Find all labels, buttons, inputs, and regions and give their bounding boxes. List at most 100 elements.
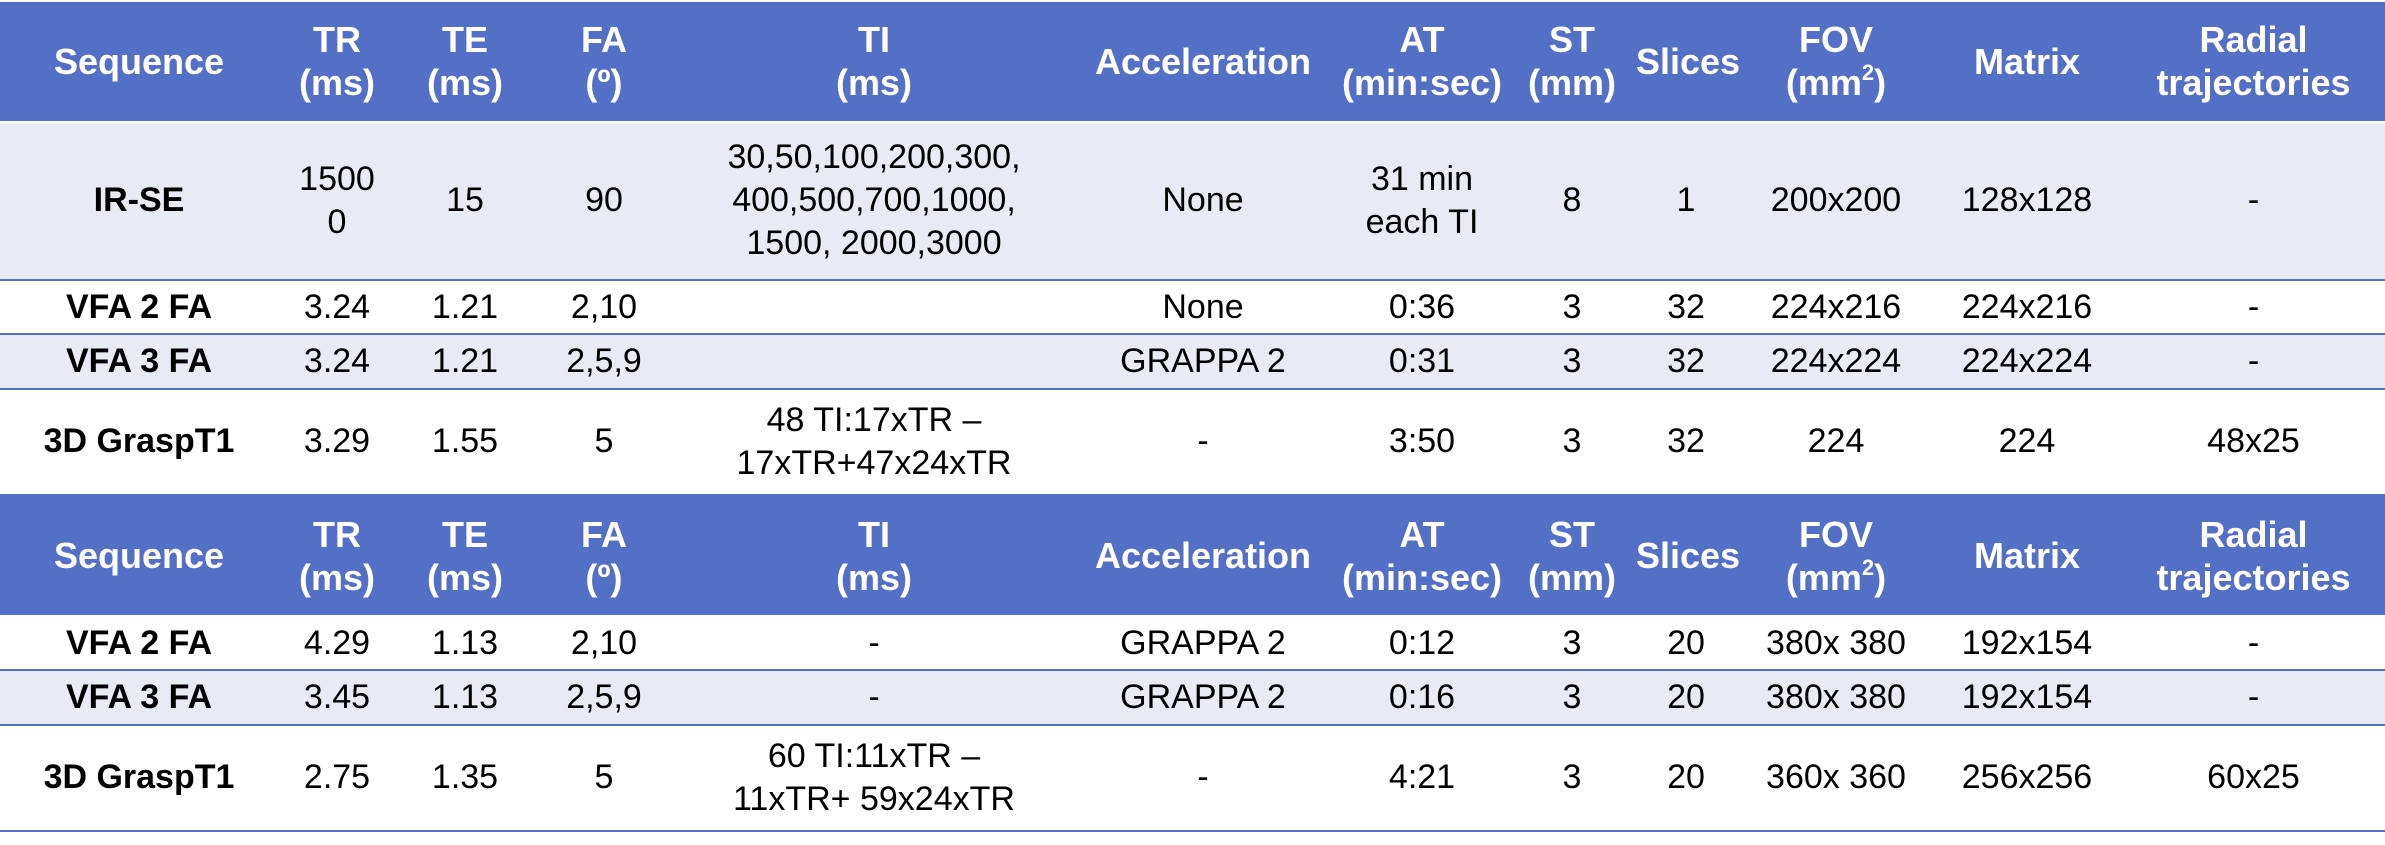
cell-text: 3	[1562, 758, 1582, 797]
cell-matrix: 192x154	[1932, 669, 2122, 726]
cell-sequence: IR-SE	[0, 120, 278, 282]
cell-sequence: VFA 2 FA	[0, 279, 278, 336]
cell-text: 3	[1562, 623, 1582, 662]
cell-ti	[674, 333, 1074, 390]
cell-fa: 2,10	[534, 279, 674, 336]
cell-acceleration: -	[1074, 387, 1332, 497]
cell-text: GRAPPA 2	[1120, 342, 1286, 381]
cell-text: TR (ms)	[298, 513, 375, 598]
cell-text: ST (mm)	[1528, 19, 1616, 104]
header-cell-ti: TI (ms)	[674, 494, 1074, 617]
cell-te: 1.13	[396, 669, 534, 726]
cell-fa: 5	[534, 723, 674, 833]
cell-ti: 48 TI:17xTR – 17xTR+47x24xTR	[674, 387, 1074, 497]
header-cell-at: AT (min:sec)	[1332, 0, 1512, 123]
cell-tr: 1500 0	[278, 120, 396, 282]
cell-slices: 20	[1632, 614, 1740, 672]
cell-text: GRAPPA 2	[1120, 623, 1286, 662]
cell-acceleration: None	[1074, 279, 1332, 336]
cell-text: 224x216	[1961, 287, 2093, 326]
cell-text: 3.24	[303, 342, 371, 381]
cell-matrix: 128x128	[1932, 120, 2122, 282]
cell-sequence: 3D GraspT1	[0, 387, 278, 497]
cell-text: AT (min:sec)	[1341, 19, 1503, 104]
cell-radial-trajectories: 60x25	[2122, 723, 2385, 833]
cell-at: 4:21	[1332, 723, 1512, 833]
cell-text: FOV (mm2)	[1785, 19, 1887, 104]
cell-text: 60x25	[2207, 758, 2300, 797]
header-cell-fov: FOV (mm2)	[1740, 494, 1932, 617]
cell-fov: 224	[1740, 387, 1932, 497]
cell-sequence: VFA 3 FA	[0, 333, 278, 390]
cell-text: 4:21	[1388, 758, 1456, 797]
cell-ti: -	[674, 614, 1074, 672]
cell-tr: 3.45	[278, 669, 396, 726]
cell-text: 0:36	[1388, 287, 1456, 326]
header-cell-st: ST (mm)	[1512, 494, 1632, 617]
cell-radial-trajectories: -	[2122, 669, 2385, 726]
cell-st: 3	[1512, 614, 1632, 672]
cell-text: 1.55	[431, 422, 499, 461]
header-cell-fa: FA (º)	[534, 0, 674, 123]
cell-text: -	[2247, 623, 2260, 662]
cell-text: 1.35	[431, 758, 499, 797]
cell-te: 1.21	[396, 333, 534, 390]
cell-text: 1.13	[431, 623, 499, 662]
cell-text: TI (ms)	[835, 513, 912, 598]
cell-slices: 20	[1632, 669, 1740, 726]
cell-text: 0:31	[1388, 342, 1456, 381]
cell-text: 5	[594, 758, 614, 797]
cell-ti	[674, 279, 1074, 336]
cell-text: 20	[1667, 677, 1705, 716]
cell-text: 2,5,9	[566, 342, 642, 381]
cell-text: IR-SE	[93, 181, 185, 220]
cell-text: Sequence	[53, 535, 225, 577]
cell-fov: 224x216	[1740, 279, 1932, 336]
cell-text: -	[2247, 342, 2260, 381]
header-cell-slices: Slices	[1632, 494, 1740, 617]
cell-text: 1.21	[431, 287, 499, 326]
cell-text: 32	[1667, 287, 1705, 326]
cell-text: 192x154	[1961, 623, 2093, 662]
cell-radial-trajectories: -	[2122, 333, 2385, 390]
cell-text: -	[2247, 181, 2260, 220]
cell-text: GRAPPA 2	[1120, 677, 1286, 716]
cell-at: 31 min each TI	[1332, 120, 1512, 282]
cell-acceleration: GRAPPA 2	[1074, 669, 1332, 726]
cell-matrix: 224x216	[1932, 279, 2122, 336]
cell-text: 1.13	[431, 677, 499, 716]
cell-st: 8	[1512, 120, 1632, 282]
cell-acceleration: -	[1074, 723, 1332, 833]
cell-text: VFA 3 FA	[65, 342, 213, 381]
header-cell-acceleration: Acceleration	[1074, 494, 1332, 617]
table-row: VFA 3 FA 3.45 1.13 2,5,9 - GRAPPA 2 0:16 3 20 380…	[0, 669, 2385, 726]
cell-text: 2,10	[570, 623, 638, 662]
table-row: IR-SE 1500 0 15 90 30,50,100,200,300, 400,50…	[0, 120, 2385, 282]
cell-text: 3D GraspT1	[43, 422, 235, 461]
cell-tr: 2.75	[278, 723, 396, 833]
header-cell-sequence: Sequence	[0, 494, 278, 617]
table-row: 3D GraspT1 3.29 1.55 5 48 TI:17xTR – 17xTR+4…	[0, 387, 2385, 497]
header-cell-acceleration: Acceleration	[1074, 0, 1332, 123]
header-row: Sequence TR (ms) TE (ms) FA (º) TI (ms) Accel…	[0, 494, 2385, 617]
header-cell-matrix: Matrix	[1932, 0, 2122, 123]
cell-text: 3.29	[303, 422, 371, 461]
cell-acceleration: GRAPPA 2	[1074, 333, 1332, 390]
cell-fov: 380x 380	[1740, 669, 1932, 726]
cell-text: 224x224	[1961, 342, 2093, 381]
cell-slices: 20	[1632, 723, 1740, 833]
cell-text: Acceleration	[1094, 535, 1312, 577]
cell-tr: 4.29	[278, 614, 396, 672]
cell-text: 48x25	[2207, 422, 2300, 461]
header-cell-radial-trajectories: Radial trajectories	[2122, 0, 2385, 123]
cell-text: TE (ms)	[426, 513, 503, 598]
cell-fa: 2,10	[534, 614, 674, 672]
cell-fa: 90	[534, 120, 674, 282]
cell-text: VFA 3 FA	[65, 677, 213, 716]
cell-text: 380x 380	[1766, 623, 1906, 662]
cell-text: 1	[1676, 181, 1696, 220]
cell-text: AT (min:sec)	[1341, 513, 1503, 598]
cell-text: None	[1162, 181, 1244, 220]
cell-text: 224x224	[1770, 342, 1902, 381]
